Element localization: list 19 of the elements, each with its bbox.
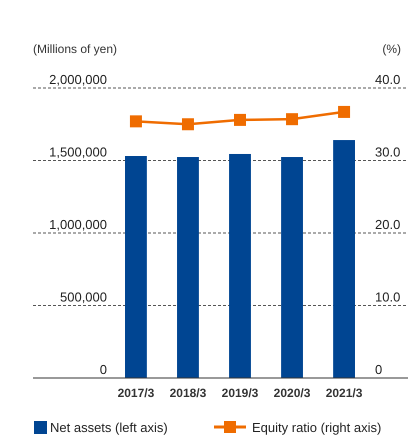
y2-tick-label: 40.0 [375, 72, 400, 87]
y-tick-label: 1,000,000 [49, 217, 107, 232]
legend-label: Equity ratio (right axis) [252, 420, 382, 435]
y-tick-label: 2,000,000 [49, 72, 107, 87]
x-tick-label: 2021/3 [326, 386, 363, 400]
y2-tick-label: 10.0 [375, 290, 400, 304]
x-tick-label: 2018/3 [170, 386, 207, 400]
x-tick-label: 2017/3 [118, 386, 155, 400]
y-tick-label: 500,000 [60, 290, 107, 304]
y2-tick-label: 30.0 [375, 144, 400, 160]
y2-axis-title: (%) [382, 42, 401, 56]
y2-tick-label: 20.0 [375, 217, 400, 232]
x-tick-label: 2019/3 [222, 386, 259, 400]
y-axis-title: (Millions of yen) [33, 42, 118, 56]
y-tick-label: 0 [100, 362, 107, 377]
x-tick-label: 2020/3 [274, 386, 311, 400]
legend-label: Net assets (left axis) [50, 420, 168, 435]
y2-tick-label: 0 [375, 362, 382, 377]
y-tick-label: 1,500,000 [49, 144, 107, 160]
